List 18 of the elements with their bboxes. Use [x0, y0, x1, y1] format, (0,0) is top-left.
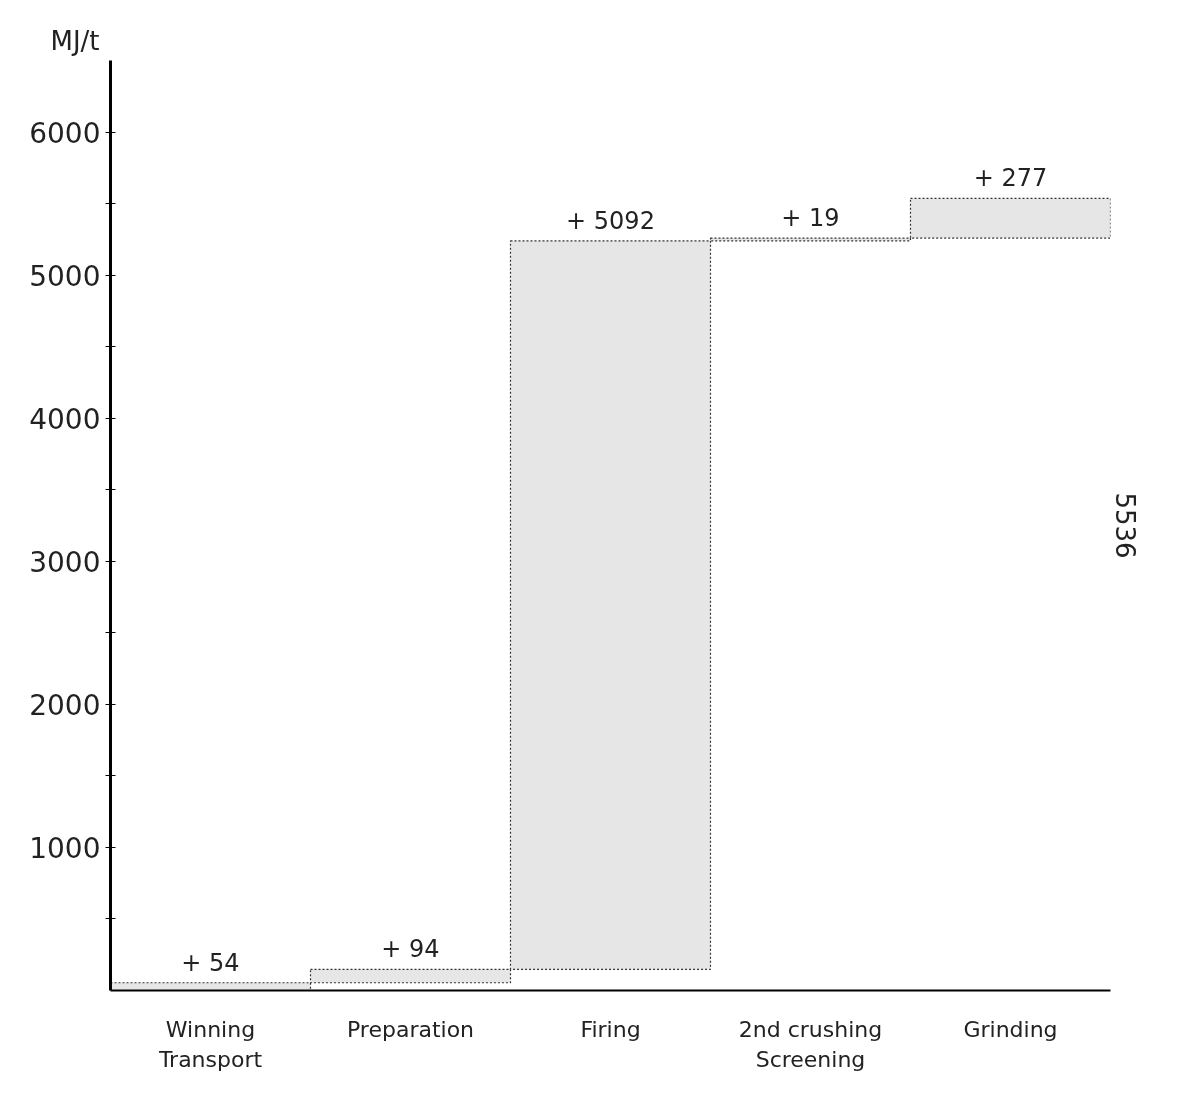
x-tick-label: Firing: [580, 1016, 641, 1042]
x-tick-label: Grinding: [963, 1016, 1058, 1042]
data-label: + 94: [381, 935, 440, 964]
x-tick-label: 2nd crushing Screening: [738, 1016, 883, 1072]
y-tick-label: 1000: [29, 831, 101, 865]
x-tick-label: Winning Transport: [157, 1016, 263, 1072]
y-tick-label: 4000: [29, 402, 101, 436]
x-tick-label: Preparation: [346, 1016, 475, 1042]
y-tick-label: 5000: [29, 259, 101, 293]
y-axis-title: MJ/t: [50, 25, 100, 56]
data-label: + 19: [781, 204, 840, 233]
y-tick-label: 2000: [29, 688, 101, 722]
annotation: 5536: [1109, 492, 1140, 559]
data-label: + 54: [181, 948, 240, 977]
y-tick-label: 6000: [29, 116, 101, 150]
y-tick-label: 3000: [29, 545, 101, 579]
data-label: + 277: [973, 164, 1048, 193]
data-label: + 5092: [566, 206, 655, 235]
